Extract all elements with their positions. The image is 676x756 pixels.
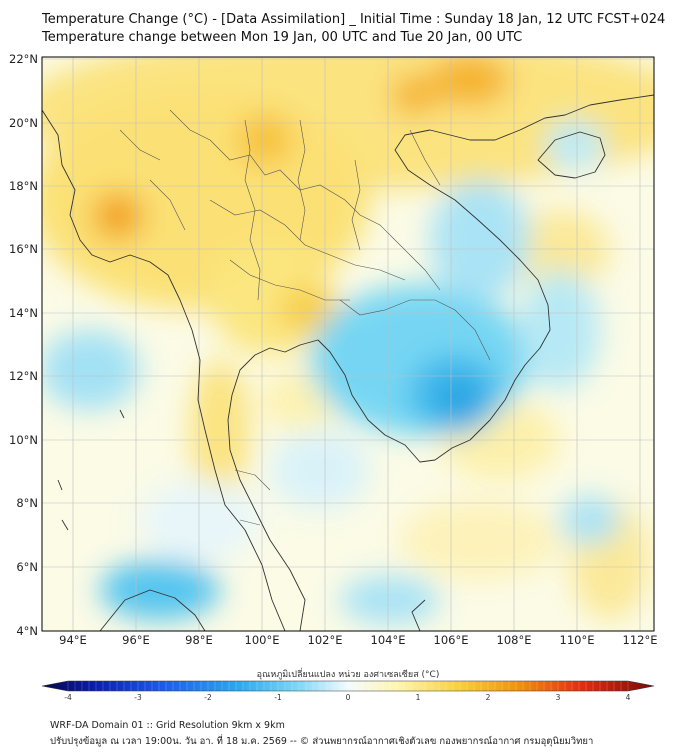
lat-label: 12°N	[9, 369, 38, 383]
lon-label: 98°E	[185, 633, 213, 647]
colorbar-tick: 2	[486, 693, 491, 702]
lon-label: 94°E	[59, 633, 87, 647]
graticule	[42, 57, 654, 631]
colorbar-tick: 1	[416, 693, 421, 702]
longitude-axis: 94°E 96°E 98°E 100°E 102°E 104°E 106°E 1…	[59, 633, 657, 647]
lon-label: 110°E	[560, 633, 595, 647]
chart-title-line-1: Temperature Change (°C) - [Data Assimila…	[42, 12, 666, 27]
lon-label: 102°E	[308, 633, 343, 647]
cool-zone-andaman	[42, 330, 140, 410]
colorbar-tick: 3	[556, 693, 561, 702]
colorbar-tick: 4	[626, 693, 631, 702]
lat-label: 10°N	[9, 433, 38, 447]
lon-label: 100°E	[245, 633, 280, 647]
coastlines	[42, 94, 654, 631]
lat-label: 6°N	[16, 560, 38, 574]
cold-spot-cambodia	[442, 382, 478, 418]
lat-label: 8°N	[16, 496, 38, 510]
colorbar-label: อุณหภูมิเปลี่ยนแปลง หน่วย องศาเซลเซียส (…	[257, 667, 440, 680]
latitude-axis: 22°N 20°N 18°N 16°N 14°N 12°N 10°N 8°N 6…	[9, 52, 38, 638]
lon-label: 108°E	[497, 633, 532, 647]
lon-label: 106°E	[434, 633, 469, 647]
footer-model-info: WRF-DA Domain 01 :: Grid Resolution 9km …	[50, 720, 285, 731]
hot-spot-north-thailand	[237, 114, 293, 166]
colorbar-bar	[41, 680, 655, 692]
colorbar-tick: -3	[134, 693, 142, 702]
lat-label: 20°N	[9, 116, 38, 130]
colorbar-tick: -2	[204, 693, 212, 702]
coast-sumatra	[99, 589, 206, 631]
lat-label: 4°N	[16, 624, 38, 638]
lat-label: 18°N	[9, 179, 38, 193]
coast-gulf-of-thailand	[227, 94, 654, 631]
colorbar: อุณหภูมิเปลี่ยนแปลง หน่วย องศาเซลเซียส (…	[41, 667, 655, 702]
coast-andaman-west	[42, 109, 286, 631]
province-borders	[119, 109, 491, 526]
islands	[57, 409, 125, 531]
cool-zone-south	[100, 560, 220, 620]
lat-label: 22°N	[9, 52, 38, 66]
colorbar-tick: 0	[346, 693, 351, 702]
map-frame	[41, 56, 655, 632]
lon-label: 96°E	[122, 633, 150, 647]
lat-label: 16°N	[9, 242, 38, 256]
colorbar-ticks: -4 -3 -2 -1 0 1 2 3 4	[64, 693, 630, 702]
lon-label: 112°E	[623, 633, 658, 647]
hainan-island	[537, 131, 606, 179]
colorbar-tick: -4	[64, 693, 72, 702]
colorbar-tick: -1	[274, 693, 282, 702]
colorbar-segments	[67, 681, 629, 691]
lon-label: 104°E	[371, 633, 406, 647]
coast-borneo	[411, 599, 426, 631]
footer-credit: ปรับปรุงข้อมูล ณ เวลา 19:00น. วัน อา. ที…	[50, 736, 594, 747]
temperature-field	[42, 57, 654, 631]
chart-title-line-2: Temperature change between Mon 19 Jan, 0…	[42, 30, 523, 45]
lat-label: 14°N	[9, 306, 38, 320]
hot-spot-north-vietnam	[430, 57, 510, 106]
